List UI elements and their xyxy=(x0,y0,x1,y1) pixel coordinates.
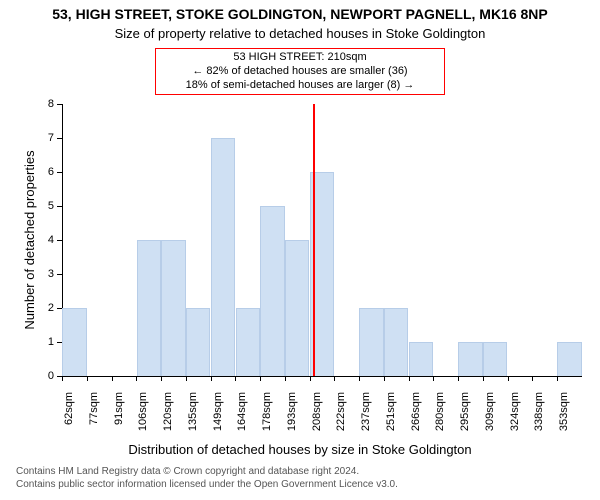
annotation-box: 53 HIGH STREET: 210sqm ← 82% of detached… xyxy=(155,48,445,95)
x-tick-mark xyxy=(87,376,88,381)
x-tick-label: 251sqm xyxy=(385,392,397,447)
x-tick-label: 135sqm xyxy=(187,392,199,447)
property-size-chart: 53, HIGH STREET, STOKE GOLDINGTON, NEWPO… xyxy=(0,0,600,500)
x-tick-mark xyxy=(409,376,410,381)
attribution-line-1: Contains HM Land Registry data © Crown c… xyxy=(16,466,600,479)
annotation-line-1: 53 HIGH STREET: 210sqm xyxy=(162,51,438,65)
histogram-bar xyxy=(186,308,210,376)
histogram-bar xyxy=(409,342,433,376)
y-tick-label: 5 xyxy=(34,200,54,212)
chart-subtitle: Size of property relative to detached ho… xyxy=(0,26,600,41)
histogram-bar xyxy=(557,342,581,376)
x-axis-line xyxy=(62,376,582,377)
y-tick-label: 6 xyxy=(34,166,54,178)
y-tick-mark xyxy=(57,308,62,309)
y-tick-label: 7 xyxy=(34,132,54,144)
x-tick-label: 222sqm xyxy=(335,392,347,447)
x-tick-label: 295sqm xyxy=(459,392,471,447)
y-tick-label: 3 xyxy=(34,268,54,280)
x-tick-label: 91sqm xyxy=(113,392,125,447)
plot-area xyxy=(62,104,582,376)
histogram-bar xyxy=(137,240,161,376)
x-tick-label: 62sqm xyxy=(63,392,75,447)
reference-line xyxy=(313,104,315,376)
histogram-bar xyxy=(285,240,309,376)
y-tick-mark xyxy=(57,104,62,105)
histogram-bar xyxy=(211,138,235,376)
x-tick-label: 120sqm xyxy=(162,392,174,447)
x-tick-mark xyxy=(433,376,434,381)
x-tick-label: 208sqm xyxy=(311,392,323,447)
x-axis-label: Distribution of detached houses by size … xyxy=(0,442,600,457)
x-tick-label: 353sqm xyxy=(558,392,570,447)
y-tick-mark xyxy=(57,138,62,139)
x-tick-mark xyxy=(458,376,459,381)
x-tick-mark xyxy=(483,376,484,381)
y-tick-mark xyxy=(57,206,62,207)
annotation-line-2: ← 82% of detached houses are smaller (36… xyxy=(162,65,438,79)
y-tick-label: 0 xyxy=(34,370,54,382)
y-tick-label: 4 xyxy=(34,234,54,246)
attribution-text: Contains HM Land Registry data © Crown c… xyxy=(16,466,600,491)
x-tick-label: 309sqm xyxy=(484,392,496,447)
x-tick-mark xyxy=(260,376,261,381)
x-tick-label: 266sqm xyxy=(410,392,422,447)
x-tick-label: 164sqm xyxy=(236,392,248,447)
histogram-bar xyxy=(260,206,284,376)
x-tick-mark xyxy=(235,376,236,381)
x-tick-label: 178sqm xyxy=(261,392,273,447)
histogram-bar xyxy=(384,308,408,376)
annotation-line-3: 18% of semi-detached houses are larger (… xyxy=(162,79,438,93)
y-tick-label: 1 xyxy=(34,336,54,348)
x-tick-mark xyxy=(112,376,113,381)
x-tick-mark xyxy=(334,376,335,381)
x-tick-mark xyxy=(532,376,533,381)
y-tick-label: 2 xyxy=(34,302,54,314)
chart-title: 53, HIGH STREET, STOKE GOLDINGTON, NEWPO… xyxy=(0,6,600,22)
x-tick-mark xyxy=(557,376,558,381)
histogram-bar xyxy=(62,308,86,376)
attribution-line-2: Contains public sector information licen… xyxy=(16,479,600,492)
x-tick-label: 338sqm xyxy=(533,392,545,447)
x-tick-label: 280sqm xyxy=(434,392,446,447)
x-tick-mark xyxy=(136,376,137,381)
histogram-bar xyxy=(161,240,185,376)
histogram-bar xyxy=(458,342,482,376)
y-tick-mark xyxy=(57,274,62,275)
histogram-bar xyxy=(359,308,383,376)
histogram-bar xyxy=(236,308,260,376)
y-tick-mark xyxy=(57,240,62,241)
x-tick-mark xyxy=(186,376,187,381)
x-tick-mark xyxy=(384,376,385,381)
x-tick-mark xyxy=(310,376,311,381)
y-tick-label: 8 xyxy=(34,98,54,110)
x-tick-label: 149sqm xyxy=(212,392,224,447)
x-tick-label: 193sqm xyxy=(286,392,298,447)
x-tick-mark xyxy=(161,376,162,381)
x-tick-label: 237sqm xyxy=(360,392,372,447)
histogram-bar xyxy=(483,342,507,376)
x-tick-mark xyxy=(62,376,63,381)
x-tick-label: 106sqm xyxy=(137,392,149,447)
x-tick-mark xyxy=(211,376,212,381)
y-tick-mark xyxy=(57,172,62,173)
x-tick-mark xyxy=(359,376,360,381)
x-tick-label: 77sqm xyxy=(88,392,100,447)
x-tick-label: 324sqm xyxy=(509,392,521,447)
y-tick-mark xyxy=(57,342,62,343)
x-tick-mark xyxy=(508,376,509,381)
x-tick-mark xyxy=(285,376,286,381)
